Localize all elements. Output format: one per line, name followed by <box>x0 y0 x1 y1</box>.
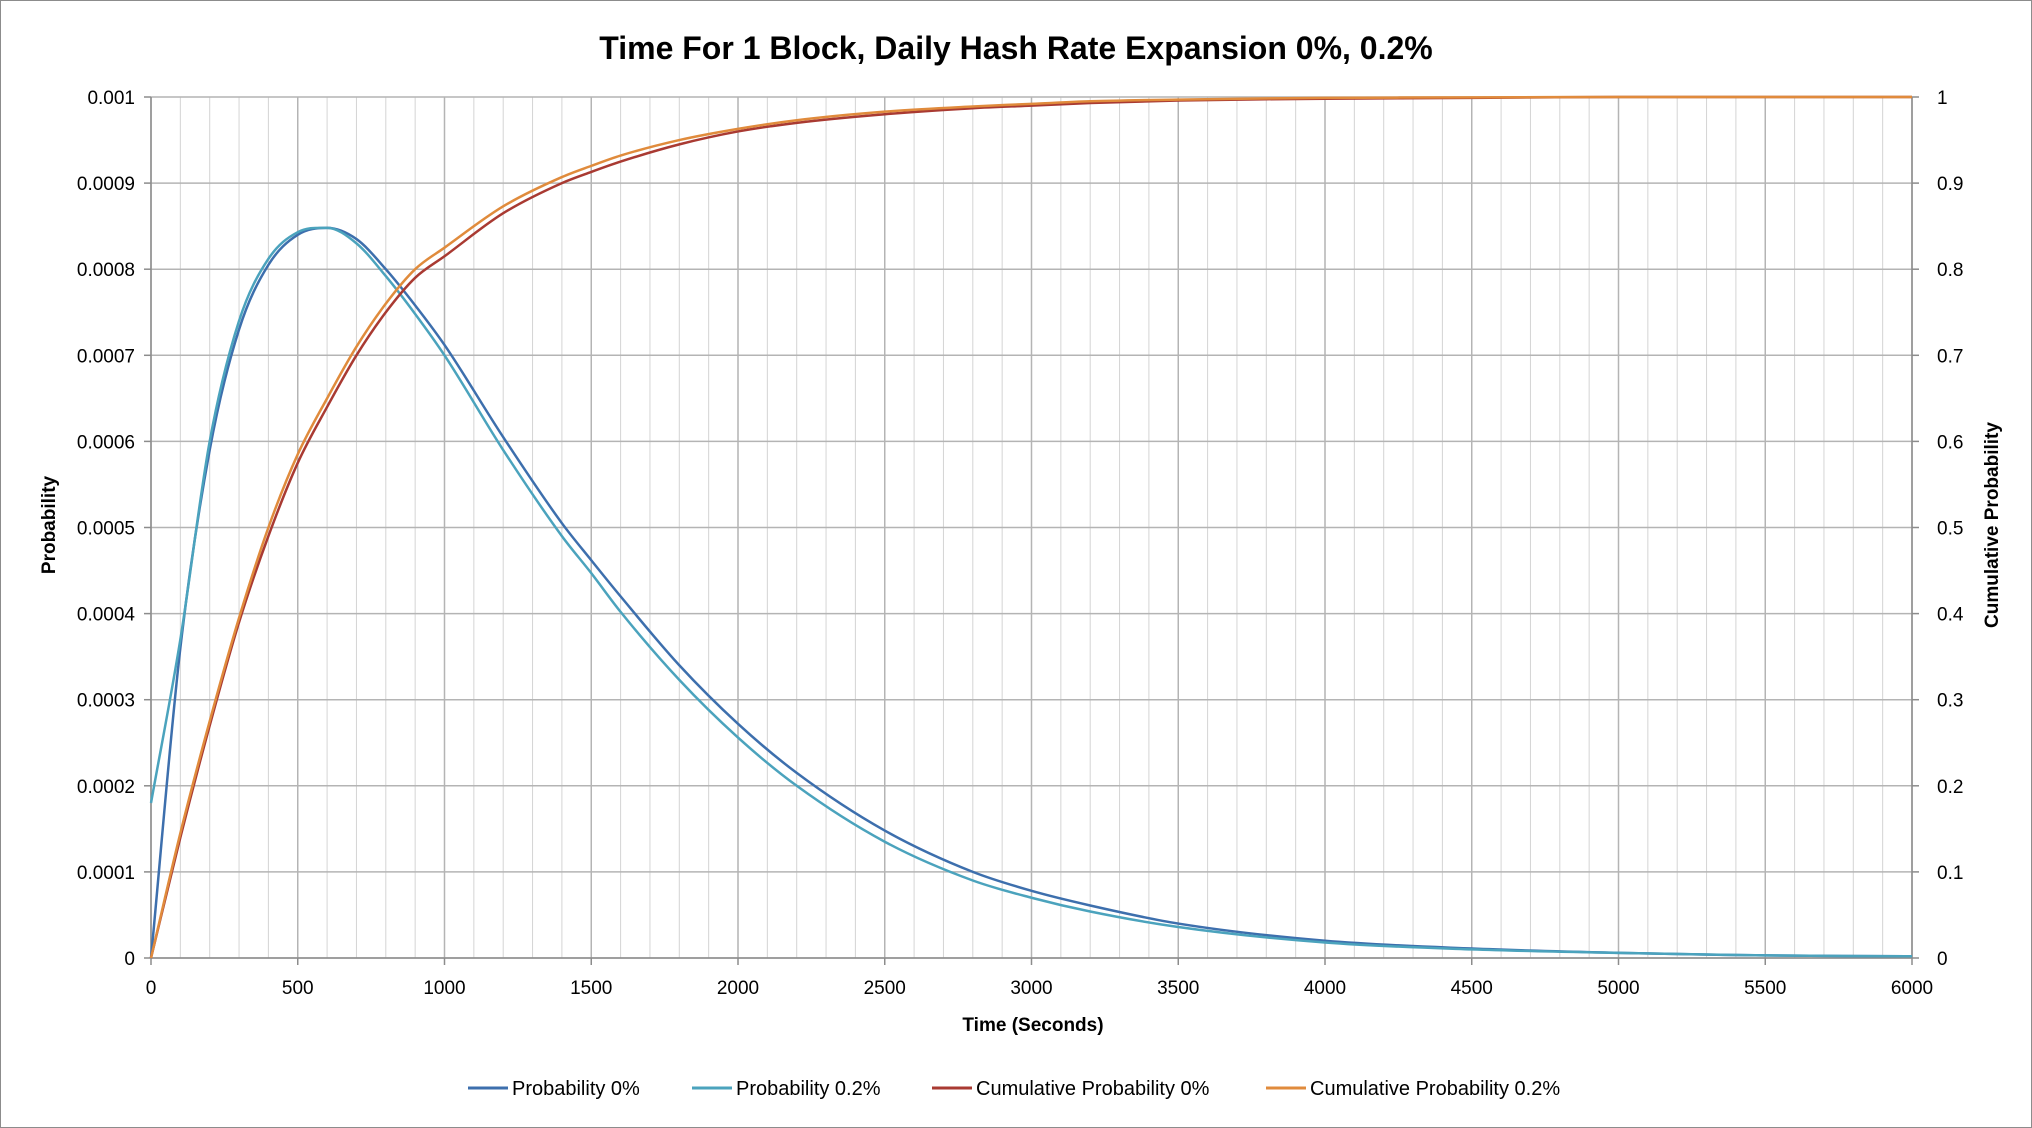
series-line-cumulative-probability-0-2 <box>149 95 1912 959</box>
y-tick-label: 0.0008 <box>77 260 135 281</box>
y-tick-label: 0.0001 <box>77 863 135 884</box>
y2-tick-label: 0.9 <box>1937 174 1963 195</box>
x-axis-title: Time (Seconds) <box>962 1015 1103 1036</box>
y2-tick-label: 1 <box>1937 88 1948 109</box>
x-tick-label: 6000 <box>1891 978 1933 999</box>
y-axis-ticks: 0 0.0001 0.0002 0.0003 0.0004 0.0005 0.0006 0.0… <box>77 88 151 970</box>
chart-title: Time For 1 Block, Daily Hash Rate Expans… <box>599 30 1432 66</box>
y-tick-label: 0.0009 <box>77 174 135 195</box>
x-tick-label: 5500 <box>1744 978 1786 999</box>
x-tick-label: 5000 <box>1597 978 1639 999</box>
y2-tick-label: 0.2 <box>1937 777 1963 798</box>
y2-tick-label: 0.5 <box>1937 519 1963 540</box>
y-tick-label: 0 <box>124 949 135 970</box>
y-tick-label: 0.0005 <box>77 519 135 540</box>
y-tick-label: 0.0003 <box>77 691 135 712</box>
legend: Probability 0% Probability 0.2% Cumulative… <box>468 1078 1560 1100</box>
x-tick-label: 4000 <box>1304 978 1346 999</box>
legend-label-cumulative-probability-0: Cumulative Probability 0% <box>976 1078 1210 1100</box>
y-tick-label: 0.0007 <box>77 346 135 367</box>
x-tick-label: 500 <box>282 978 314 999</box>
x-tick-label: 2500 <box>864 978 906 999</box>
y-tick-label: 0.0002 <box>77 777 135 798</box>
x-tick-label: 2000 <box>717 978 759 999</box>
x-tick-label: 4500 <box>1451 978 1493 999</box>
y2-tick-label: 0.8 <box>1937 260 1963 281</box>
y-tick-label: 0.001 <box>87 88 135 109</box>
y2-tick-label: 0.1 <box>1937 863 1963 884</box>
x-tick-label: 3500 <box>1157 978 1199 999</box>
data-series <box>149 95 1913 959</box>
y2-axis-ticks: 0 0.1 0.2 0.3 0.4 0.5 0.6 0.7 0.8 0.9 1 <box>1912 88 1964 970</box>
x-tick-label: 3000 <box>1010 978 1052 999</box>
y-tick-label: 0.0006 <box>77 432 135 453</box>
x-axis-ticks: 0 500 1000 1500 2000 2500 3000 3500 4000 4500 5000… <box>146 958 1933 999</box>
legend-label-probability-0: Probability 0% <box>512 1078 640 1100</box>
grid-lines <box>150 96 1913 959</box>
x-tick-label: 1500 <box>570 978 612 999</box>
y2-axis-title: Cumulative Probability <box>1982 422 2003 628</box>
series-line-probability-0-2 <box>149 226 1913 958</box>
y-tick-label: 0.0004 <box>77 605 136 626</box>
series-line-probability-0 <box>149 226 1913 959</box>
y2-tick-label: 0 <box>1937 949 1948 970</box>
y-axis-title: Probability <box>39 475 60 574</box>
legend-label-probability-0-2: Probability 0.2% <box>736 1078 881 1100</box>
y2-tick-label: 0.6 <box>1937 432 1963 453</box>
legend-label-cumulative-probability-0-2: Cumulative Probability 0.2% <box>1310 1078 1560 1100</box>
x-tick-label: 0 <box>146 978 157 999</box>
y2-tick-label: 0.3 <box>1937 691 1963 712</box>
x-tick-label: 1000 <box>423 978 465 999</box>
y2-tick-label: 0.4 <box>1937 605 1964 626</box>
y2-tick-label: 0.7 <box>1937 346 1963 367</box>
